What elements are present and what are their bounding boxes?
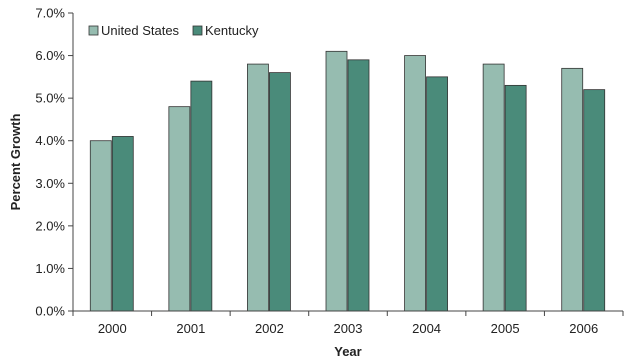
bar-kentucky-2006 bbox=[583, 89, 606, 312]
bar-kentucky-2001 bbox=[190, 80, 213, 312]
bar-united-states-2003 bbox=[325, 50, 348, 312]
y-tick-label: 5.0% bbox=[35, 91, 65, 106]
y-axis-title: Percent Growth bbox=[8, 114, 23, 211]
y-tick-label: 2.0% bbox=[35, 218, 65, 233]
y-tick-label: 1.0% bbox=[35, 261, 65, 276]
bar-kentucky-2003 bbox=[347, 59, 370, 312]
x-tick-label: 2000 bbox=[98, 321, 127, 336]
x-tick-label: 2005 bbox=[491, 321, 520, 336]
y-tick-label: 0.0% bbox=[35, 304, 65, 319]
y-tick-label: 6.0% bbox=[35, 48, 65, 63]
x-tick-label: 2001 bbox=[176, 321, 205, 336]
x-ticks-group: 2000 2001 2002 2003 2004 2005 2006 bbox=[72, 311, 624, 336]
y-tick-label: 4.0% bbox=[35, 133, 65, 148]
legend-swatch-united-states bbox=[88, 25, 99, 36]
y-ticks-group: 0.0% 1.0% 2.0% 3.0% 4.0% 5.0% 6.0% 7.0% bbox=[35, 6, 73, 319]
x-axis-title: Year bbox=[334, 344, 361, 359]
bars-group bbox=[89, 50, 606, 312]
bar-united-states-2001 bbox=[168, 106, 191, 312]
bar-kentucky-2000 bbox=[111, 136, 134, 312]
bar-kentucky-2002 bbox=[269, 72, 291, 312]
bar-united-states-2004 bbox=[404, 55, 426, 312]
legend-label-kentucky: Kentucky bbox=[205, 23, 259, 38]
bar-kentucky-2005 bbox=[504, 84, 527, 312]
bar-united-states-2000 bbox=[89, 140, 112, 312]
axes-group bbox=[72, 13, 623, 312]
x-tick-label: 2004 bbox=[412, 321, 441, 336]
x-tick-label: 2002 bbox=[255, 321, 284, 336]
legend-swatch-kentucky bbox=[192, 25, 203, 36]
legend-label-united-states: United States bbox=[101, 23, 180, 38]
legend: United States Kentucky bbox=[88, 23, 259, 38]
bar-united-states-2005 bbox=[482, 63, 505, 312]
x-tick-label: 2006 bbox=[569, 321, 598, 336]
x-tick-label: 2003 bbox=[334, 321, 363, 336]
y-tick-label: 7.0% bbox=[35, 6, 65, 21]
bar-kentucky-2004 bbox=[426, 76, 448, 312]
bar-united-states-2002 bbox=[247, 63, 269, 312]
y-tick-label: 3.0% bbox=[35, 176, 65, 191]
bar-united-states-2006 bbox=[561, 67, 584, 312]
